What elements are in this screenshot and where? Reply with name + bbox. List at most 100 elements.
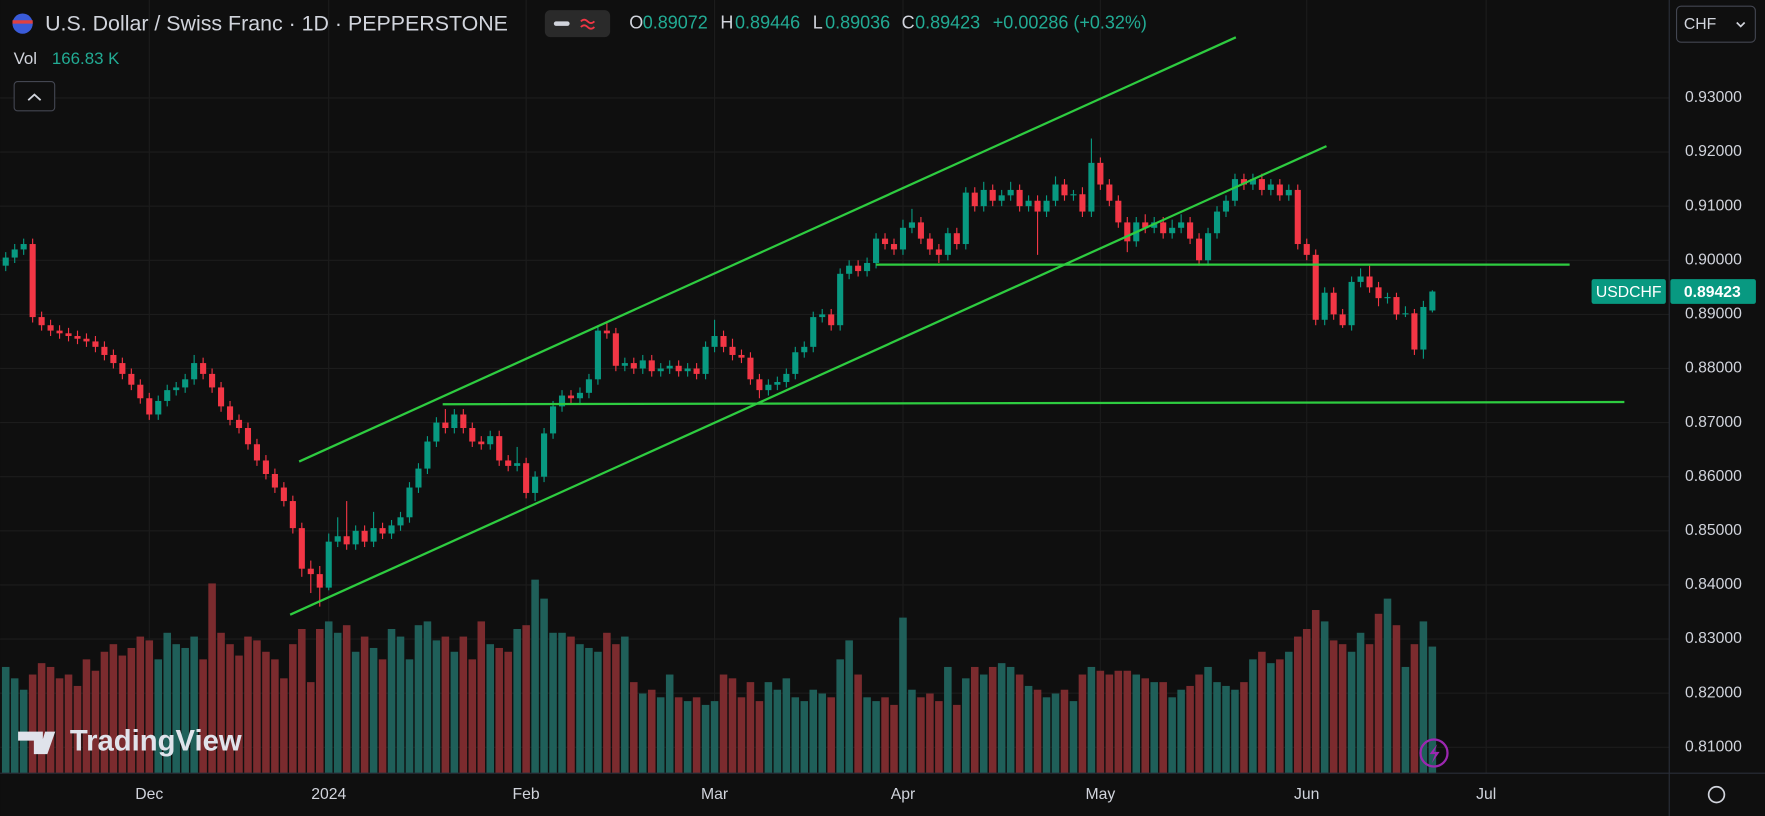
volume-bar (369, 647, 378, 774)
volume-bar (674, 697, 683, 774)
volume-bar (988, 666, 997, 774)
candle-body (738, 354, 745, 358)
volume-bar (764, 682, 773, 774)
volume-bar (1249, 659, 1257, 774)
lightning-button[interactable] (1419, 738, 1449, 768)
logo-mark (18, 731, 56, 755)
candle-body (594, 330, 601, 380)
volume-bar (1320, 621, 1329, 774)
candle-body (1007, 189, 1014, 196)
candle-body (469, 428, 476, 442)
volume-bar (342, 625, 351, 774)
volume-bar (1132, 674, 1141, 774)
ohlc-value: 0.89072 (643, 12, 708, 32)
candle-body (496, 436, 503, 461)
volume-bar (1033, 689, 1042, 774)
volume-bar (979, 674, 988, 774)
volume-bar (37, 663, 46, 774)
candle-body (325, 541, 332, 588)
volume-bar (603, 632, 611, 774)
volume-bar (82, 659, 91, 774)
volume-bar (1141, 678, 1150, 774)
candle-body (756, 379, 763, 391)
volume-bar (549, 632, 557, 774)
volume-bar (1159, 682, 1167, 774)
change: +0.00286 (+0.32%) (993, 12, 1147, 32)
candle-body (433, 422, 440, 442)
candle-body (361, 530, 368, 542)
y-tick-label: 0.81000 (1685, 738, 1742, 755)
candle-body (253, 444, 261, 461)
volume-bar (1302, 628, 1311, 774)
candle-body (1321, 292, 1328, 320)
candle-body (828, 314, 835, 326)
volume-bar (944, 666, 952, 774)
candle-body (38, 317, 45, 326)
x-tick-label: Dec (135, 786, 163, 803)
x-tick-label: May (1085, 786, 1115, 803)
candle-body (191, 363, 198, 380)
candle-body (971, 192, 978, 207)
candle-body (639, 360, 646, 369)
candle-body (110, 354, 117, 364)
candle-body (908, 222, 916, 228)
volume-bar (1285, 651, 1293, 774)
candle-body (119, 363, 126, 374)
volume-bar (504, 651, 512, 774)
volume-bar (665, 674, 674, 774)
candle-body (352, 530, 359, 545)
candle-body (621, 363, 628, 366)
candle-body (944, 233, 951, 255)
volume-bar (351, 651, 360, 774)
volume-bar (1240, 682, 1248, 774)
currency-dropdown[interactable] (1675, 5, 1756, 43)
y-tick-label: 0.84000 (1685, 576, 1742, 593)
candle-body (1303, 244, 1310, 255)
x-tick-label: Apr (891, 786, 916, 803)
flag-stripe (12, 20, 33, 24)
candle-body (810, 317, 817, 347)
ohlc-value: 0.89423 (915, 12, 980, 32)
candle-body (926, 238, 933, 250)
candle-body (783, 373, 790, 383)
candle-body (307, 568, 314, 575)
candle-body (370, 528, 377, 542)
collapse-button[interactable] (13, 81, 56, 112)
compare-buttons[interactable] (544, 10, 611, 38)
volume-bar (1060, 689, 1069, 774)
candle-body (128, 373, 135, 385)
volume-bar (253, 640, 261, 774)
symbol-badge (1591, 279, 1666, 304)
candle-body (612, 333, 619, 366)
volume-pane (1, 579, 1437, 774)
candle-body (1079, 194, 1086, 212)
candle-body (774, 382, 781, 385)
candle-body (1025, 200, 1032, 207)
candle-body (1294, 189, 1301, 245)
candle-body (20, 244, 27, 250)
volume-bar (908, 689, 916, 774)
candle-body (1106, 184, 1113, 201)
volume-bar (495, 647, 503, 774)
candle-body (316, 574, 323, 588)
candle-body (2, 257, 9, 266)
volume-bar (970, 666, 979, 774)
candle-body (200, 363, 207, 374)
candle-body (684, 368, 691, 372)
candle-body (711, 336, 718, 347)
volume-bar (55, 678, 64, 774)
volume-bar (585, 647, 593, 774)
volume-bar (621, 636, 629, 774)
volume-bar (809, 689, 818, 774)
settings-button[interactable] (1707, 785, 1726, 804)
volume-bar (782, 678, 791, 774)
ohlc-label: L (813, 12, 823, 32)
candle-body (29, 244, 36, 318)
trend-line (442, 400, 1625, 406)
candle-body (415, 468, 422, 488)
ohlc-value: 0.89036 (825, 12, 890, 32)
volume-bar (1168, 697, 1176, 774)
volume-bar (1383, 598, 1392, 774)
volume-bar (118, 655, 127, 774)
volume-bar (414, 625, 423, 774)
